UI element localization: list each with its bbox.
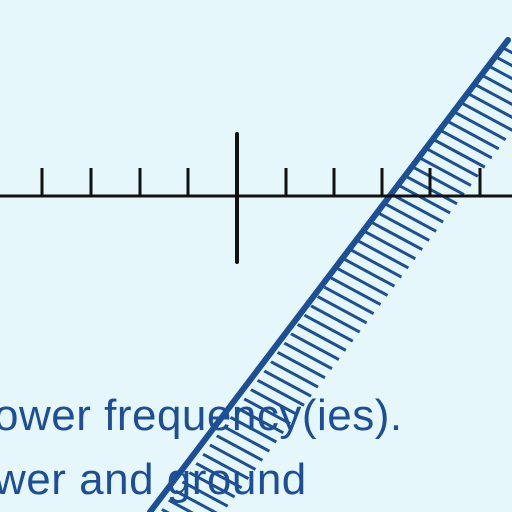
hatch-line: [439, 128, 493, 160]
caption-line-2: wer and ground: [0, 455, 307, 504]
caption-line-1: ower frequency(ies).: [0, 391, 403, 440]
hatch-line: [369, 220, 423, 251]
hatch-line: [459, 101, 512, 132]
axis-ticks: [40, 168, 482, 196]
hatch-line: [160, 504, 208, 512]
hatch-line: [327, 275, 382, 306]
hatch-line: [237, 394, 291, 425]
hatch-line: [418, 156, 472, 187]
hatch-line: [348, 247, 403, 279]
hatch-line: [223, 412, 278, 444]
hatch-line: [473, 82, 512, 114]
hatch-line: [487, 64, 512, 96]
hatch-line: [313, 293, 368, 325]
hatch-line: [258, 366, 312, 398]
hatch-line: [279, 339, 333, 371]
hatch-line: [300, 311, 354, 343]
hatch-line: [168, 485, 222, 512]
hatch-line: [202, 440, 257, 471]
hatch-line: [362, 229, 417, 261]
hatch-line: [188, 458, 243, 490]
hatch-line: [341, 256, 396, 288]
hatch-line: [397, 183, 451, 215]
hatch-line: [494, 55, 512, 86]
hatch-line: [320, 284, 375, 316]
hatch-line: [230, 403, 284, 435]
hatch-line: [216, 421, 271, 453]
hatch-line: [452, 110, 507, 141]
hatch-line: [446, 119, 500, 151]
hatch-line: [174, 476, 229, 508]
hatch-line: [161, 495, 215, 512]
hatch-line: [286, 330, 340, 361]
hatch-line: [181, 467, 236, 499]
hatch-line: [209, 431, 264, 462]
hatch-line: [432, 137, 486, 169]
horizontal-axis: [0, 132, 512, 264]
hatch-line: [251, 376, 305, 407]
hatch-line: [272, 348, 326, 380]
hatch-lines: [160, 46, 512, 512]
hatch-line: [390, 192, 444, 224]
hatch-line: [195, 449, 250, 480]
boundary-line: [147, 37, 511, 512]
hatch-line: [334, 266, 389, 297]
hatch-line: [293, 321, 347, 352]
hatched-boundary: [147, 37, 512, 512]
hatch-line: [501, 46, 512, 77]
hatch-line: [265, 357, 319, 389]
hatch-line: [411, 165, 465, 196]
hatch-line: [480, 73, 512, 105]
hatch-line: [383, 201, 437, 233]
hatch-line: [376, 211, 430, 242]
hatch-line: [425, 146, 479, 178]
hatch-line: [355, 238, 410, 270]
hatch-line: [466, 91, 512, 123]
hatch-line: [244, 385, 298, 416]
hatch-line: [307, 302, 361, 334]
